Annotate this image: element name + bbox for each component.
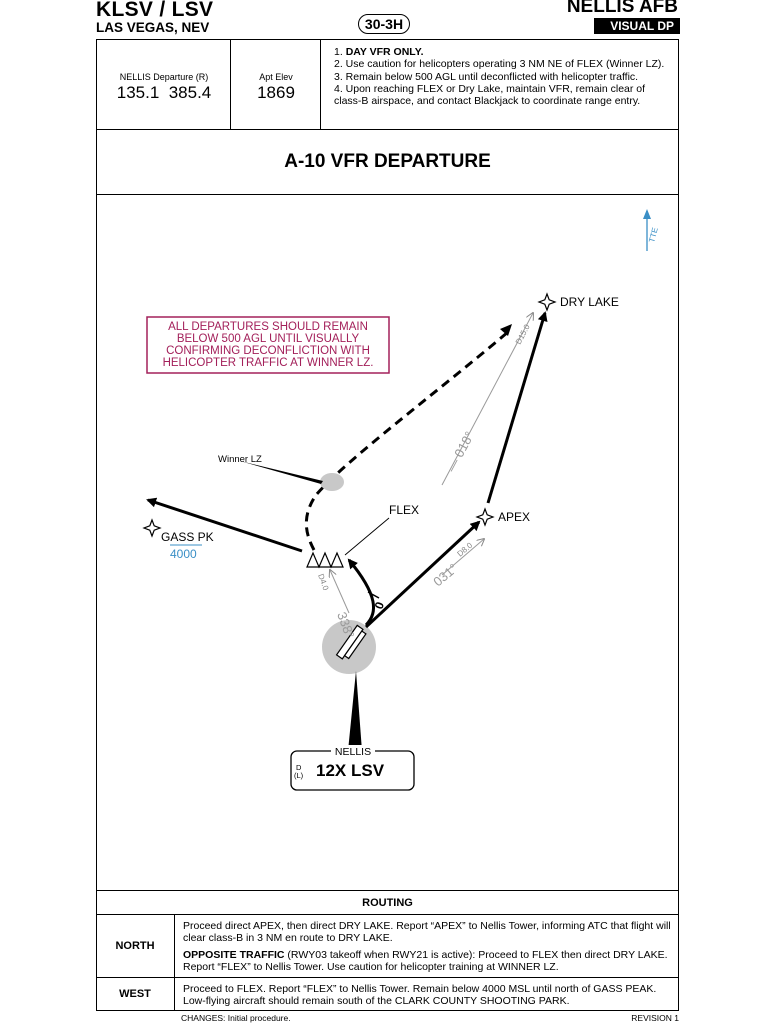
chart-type-badge: VISUAL DP — [594, 18, 680, 34]
revision-note: REVISION 1 — [631, 1013, 679, 1023]
navaid-name: NELLIS — [335, 746, 371, 758]
plan-view: TTE ALL DEPARTURES SHOULD REMAIN BELOW 5… — [142, 209, 660, 791]
opposite-traffic-text: (RWY03 takeoff when RWY21 is active): Pr… — [183, 949, 668, 973]
note-1-number: 1. — [334, 46, 346, 58]
runway-icon — [335, 624, 367, 660]
routing-row-west: WEST Proceed to FLEX. Report “FLEX” to N… — [96, 978, 679, 1011]
gass-pk-altitude: 4000 — [170, 547, 197, 561]
runway-label: 0 — [372, 600, 388, 611]
elevation-value: 1869 — [257, 83, 295, 102]
caution-line-4: HELICOPTER TRAFFIC AT WINNER LZ. — [163, 357, 374, 369]
flex-fix-icon — [306, 551, 344, 569]
gass-pk-label: GASS PK — [161, 530, 214, 544]
divider — [230, 39, 231, 130]
routing-row-north: NORTH Proceed direct APEX, then direct D… — [96, 915, 679, 978]
divider — [320, 39, 321, 130]
opposite-traffic-label: OPPOSITE TRAFFIC — [183, 949, 285, 961]
changes-note: CHANGES: Initial procedure. — [181, 1013, 291, 1023]
navaid-class-l: (L) — [294, 771, 304, 780]
dashed-track-flex-to-dry-lake — [304, 330, 509, 551]
north-paragraph-2: OPPOSITE TRAFFIC (RWY03 takeoff when RWY… — [183, 949, 671, 973]
airport-name: NELLIS AFB — [566, 0, 678, 17]
track-to-apex — [364, 520, 481, 629]
caution-line-3: CONFIRMING DECONFLICTION WITH — [166, 345, 370, 357]
apex-label: APEX — [498, 510, 530, 524]
navaid-box: NELLIS D (L) 12X LSV — [290, 745, 415, 791]
dashed-track-arrow — [500, 324, 512, 336]
routing-name-north: NORTH — [96, 915, 175, 977]
winner-lz-area — [320, 473, 344, 491]
course-line-018 — [441, 313, 533, 486]
routing-header: ROUTING — [96, 890, 679, 915]
flex-label: FLEX — [389, 503, 419, 517]
track-apex-to-dry-lake — [486, 311, 548, 504]
airport-city: LAS VEGAS, NEV — [96, 20, 210, 35]
note-4: 4. Upon reaching FLEX or Dry Lake, maint… — [334, 82, 646, 108]
routing-text-west: Proceed to FLEX. Report “FLEX” to Nellis… — [183, 983, 671, 1012]
departure-frequencies: 135.1 385.4 — [116, 83, 212, 102]
navaid-leader — [348, 671, 362, 751]
routing-name-west: WEST — [96, 978, 175, 1010]
navaid-ident: 12X LSV — [316, 761, 385, 780]
note-3: 3. Remain below 500 AGL until deconflict… — [334, 70, 639, 83]
winner-lz-leader — [240, 461, 323, 484]
procedure-number: 30-3H — [357, 14, 411, 34]
note-1-text: DAY VFR ONLY. — [345, 46, 424, 58]
apex-fix-icon — [475, 507, 495, 527]
departure-label: NELLIS Departure (R) — [119, 72, 209, 82]
notes-box: 1. DAY VFR ONLY. 2. Use caution for heli… — [334, 46, 674, 107]
note-2: 2. Use caution for helicopters operating… — [334, 58, 665, 71]
briefing-strip — [96, 39, 679, 130]
north-arrow-icon: TTE — [643, 209, 660, 251]
track-to-flex — [347, 558, 375, 627]
caution-line-1: ALL DEPARTURES SHOULD REMAIN — [168, 321, 368, 333]
distance-d40: D4.0 — [316, 573, 330, 592]
routing-text-north: Proceed direct APEX, then direct DRY LAK… — [183, 920, 671, 978]
airport-ident: KLSV / LSV — [96, 0, 214, 21]
note-1: 1. DAY VFR ONLY. — [334, 46, 674, 58]
course-018-value: 018° — [451, 429, 477, 460]
course-018-label: — 018° — [443, 429, 477, 474]
tick — [367, 591, 380, 599]
flex-leader — [344, 517, 390, 556]
caution-line-2: BELOW 500 AGL UNTIL VISUALLY — [177, 333, 360, 345]
dry-lake-label: DRY LAKE — [560, 295, 619, 309]
north-label: TTE — [647, 227, 660, 244]
winner-lz-label: Winner LZ — [218, 454, 262, 465]
navaid-class: D — [296, 763, 302, 772]
track-west — [146, 497, 303, 553]
elevation-label: Apt Elev — [259, 72, 293, 82]
procedure-title: A-10 VFR DEPARTURE — [96, 130, 679, 195]
caution-box: ALL DEPARTURES SHOULD REMAIN BELOW 500 A… — [146, 316, 390, 374]
dry-lake-fix-icon — [537, 292, 557, 312]
west-paragraph-1: Proceed to FLEX. Report “FLEX” to Nellis… — [183, 983, 657, 1007]
distance-d150: D15.0 — [514, 322, 532, 346]
gass-pk-fix-icon — [142, 518, 162, 538]
course-line-338 — [330, 570, 350, 614]
elevation-box: Apt Elev 1869 — [232, 72, 320, 103]
north-paragraph-1: Proceed direct APEX, then direct DRY LAK… — [183, 920, 671, 944]
course-line-031 — [441, 539, 484, 576]
departure-frequency-box: NELLIS Departure (R) 135.1 385.4 — [98, 72, 230, 103]
